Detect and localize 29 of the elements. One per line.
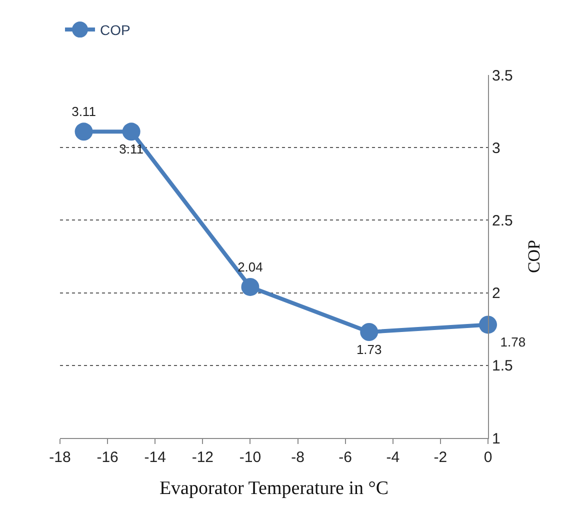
y-tick-label: 2.5 <box>492 212 513 230</box>
point <box>241 278 260 296</box>
x-tick-label: -18 <box>49 449 71 466</box>
x-tick-label: -6 <box>338 449 352 466</box>
x-tick-label: -4 <box>386 449 400 466</box>
x-tick-label: -10 <box>239 449 262 466</box>
y-tick-label: 3 <box>492 140 500 157</box>
y-tick-label: 3.5 <box>492 67 513 84</box>
data-label: 3.11 <box>72 104 96 120</box>
y-axis-title: COP <box>524 240 544 274</box>
point <box>122 122 140 141</box>
legend-label: COP <box>100 22 130 38</box>
point <box>360 323 378 341</box>
y-tick-label: 2 <box>492 285 500 302</box>
point <box>479 316 497 334</box>
x-tick-label: -16 <box>96 449 118 466</box>
data-label: 2.04 <box>238 259 263 274</box>
data-label: 3.11 <box>119 142 144 157</box>
y-tick-label: 1 <box>492 430 500 448</box>
x-tick-label: -12 <box>192 449 214 466</box>
x-axis-title: Evaporator Temperature in °C <box>159 478 389 499</box>
x-tick-label: -14 <box>144 449 166 466</box>
x-tick-label: 0 <box>484 449 492 466</box>
x-tick-label: -8 <box>291 449 304 466</box>
point <box>74 122 93 141</box>
data-label: 1.73 <box>356 342 382 357</box>
x-tick-label: -2 <box>434 449 448 466</box>
data-label: 1.78 <box>500 334 526 350</box>
y-tick-label: 1.5 <box>492 358 513 375</box>
